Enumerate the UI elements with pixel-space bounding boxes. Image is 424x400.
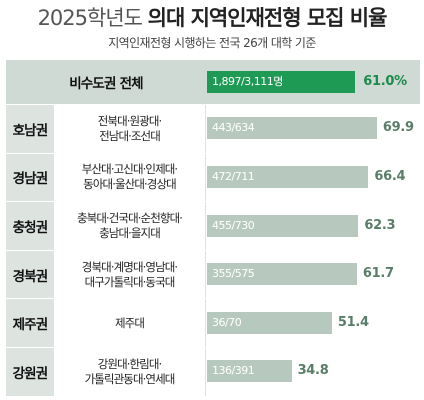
university-list: 전북대·원광대· 전남대·조선대 xyxy=(54,105,205,153)
university-line: 경북대·계명대·영남대· xyxy=(81,259,178,274)
university-line: 가톨릭관동대·연세대 xyxy=(84,371,176,386)
region-bar: 36/70 xyxy=(207,311,332,334)
university-line: 전남대·조선대 xyxy=(99,128,161,143)
region-count-label: 36/70 xyxy=(212,315,242,329)
region-bar: 443/634 xyxy=(207,117,377,140)
region-row xyxy=(6,298,420,348)
region-pct-label: 66.4 xyxy=(374,168,406,184)
column-divider xyxy=(206,60,207,396)
university-line: 제주대 xyxy=(114,315,145,330)
region-row xyxy=(6,347,420,397)
region-bar: 355/575 xyxy=(207,263,357,286)
region-row xyxy=(6,104,420,154)
university-list: 경북대·계명대·영남대· 대구가톨릭대·동국대 xyxy=(54,250,205,299)
region-label: 충청권 xyxy=(12,219,49,236)
university-line: 강원대·한림대· xyxy=(97,356,162,371)
university-line: 충북대·건국대·순천향대· xyxy=(76,210,183,225)
university-list: 제주대 xyxy=(54,299,205,347)
region-count-label: 136/391 xyxy=(212,364,255,378)
region-row xyxy=(6,249,420,300)
region-label: 강원권 xyxy=(12,365,49,382)
region-count-label: 443/634 xyxy=(212,121,255,135)
chart-title: 2025학년도 의대 지역인재전형 모집 비율 xyxy=(0,4,424,32)
region-count-label: 472/711 xyxy=(212,169,255,183)
region-label: 제주권 xyxy=(12,317,49,334)
university-list: 충북대·건국대·순천향대· 충남대·을지대 xyxy=(54,202,205,250)
total-pct-label: 61.0% xyxy=(363,74,407,89)
region-pct-label: 61.7 xyxy=(362,266,394,282)
region-label: 호남권 xyxy=(12,122,49,139)
total-label: 비수도권 전체 xyxy=(69,76,143,92)
region-pct-label: 51.4 xyxy=(337,314,369,330)
region-label: 경북권 xyxy=(12,268,49,285)
region-row xyxy=(6,201,420,251)
university-line: 동아대·울산대·경상대 xyxy=(83,177,177,192)
title-main: 의대 지역인재전형 모집 비율 xyxy=(147,6,388,30)
university-line: 대구가톨릭대·동국대 xyxy=(84,274,176,289)
total-count-label: 1,897/3,111명 xyxy=(212,75,283,88)
region-count-label: 355/575 xyxy=(212,267,255,281)
region-count-label: 455/730 xyxy=(212,218,255,232)
university-line: 부산대·고신대·인제대· xyxy=(81,162,178,177)
region-pct-label: 69.9 xyxy=(382,120,414,136)
ratio-table: 비수도권 전체 1,897/3,111명 61.0% 호남권 전북대·원광대· 전남대·… xyxy=(6,60,420,396)
region-bar: 136/391 xyxy=(207,360,292,383)
region-label: 경남권 xyxy=(12,171,49,188)
title-year: 2025학년도 xyxy=(37,6,143,30)
region-bar: 455/730 xyxy=(207,214,359,237)
region-bar: 472/711 xyxy=(207,165,369,188)
university-list: 강원대·한림대· 가톨릭관동대·연세대 xyxy=(54,348,205,396)
region-row xyxy=(6,152,420,203)
region-pct-label: 62.3 xyxy=(364,217,396,233)
total-bar: 1,897/3,111명 xyxy=(207,71,356,93)
university-line: 전북대·원광대· xyxy=(97,113,162,128)
region-pct-label: 34.8 xyxy=(297,363,329,379)
chart-subtitle: 지역인재전형 시행하는 전국 26개 대학 기준 xyxy=(108,36,316,50)
university-line: 충남대·을지대 xyxy=(99,225,161,240)
university-list: 부산대·고신대·인제대· 동아대·울산대·경상대 xyxy=(54,153,205,202)
